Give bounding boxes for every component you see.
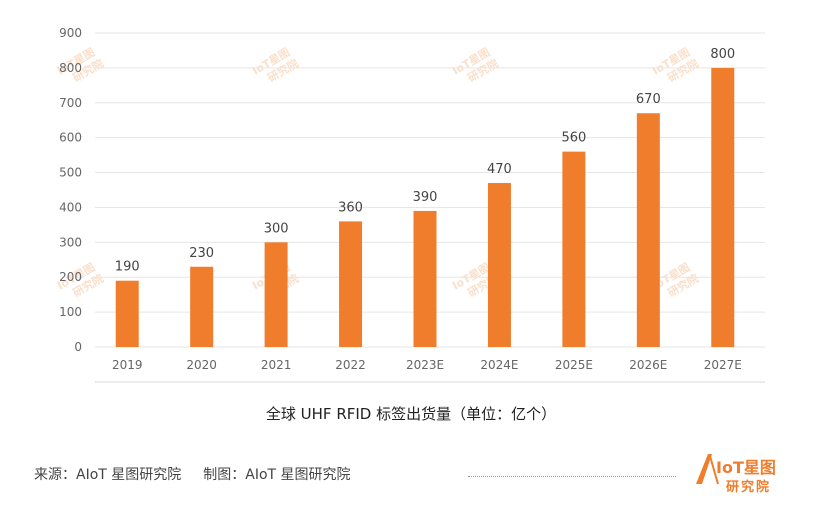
y-axis-ticks: 0 100 200 300 400 500 600 700 800 900: [59, 26, 82, 354]
y-tick-label: 400: [59, 200, 82, 214]
x-tick-label: 2021: [261, 358, 292, 372]
brand-logo: IoT星图 研究院: [692, 446, 804, 502]
x-tick-label: 2025E: [555, 358, 593, 372]
data-label: 300: [264, 221, 289, 236]
made-by-text: 制图：AIoT 星图研究院: [203, 467, 351, 483]
x-tick-label: 2027E: [704, 358, 742, 372]
bar: [636, 113, 660, 347]
bar: [190, 266, 214, 347]
x-axis-ticks: 2019 2020 2021 2022 2023E 2024E 2025E 2026E 2027…: [112, 358, 742, 372]
y-tick-label: 200: [59, 270, 82, 284]
y-tick-label: 600: [59, 131, 82, 145]
bar: [339, 221, 363, 347]
data-label: 470: [487, 162, 512, 177]
data-label: 190: [115, 260, 140, 275]
data-label: 800: [710, 47, 735, 62]
y-tick-label: 800: [59, 61, 82, 75]
x-tick-label: 2024E: [480, 358, 518, 372]
x-tick-label: 2022: [335, 358, 366, 372]
y-tick-label: 300: [59, 235, 82, 249]
footer: 来源：AIoT 星图研究院 制图：AIoT 星图研究院: [34, 464, 373, 484]
bar: [711, 67, 735, 347]
logo-subtext: 研究院: [726, 480, 772, 495]
data-label: 670: [636, 92, 661, 107]
bar: [115, 280, 139, 347]
bar: [487, 183, 511, 347]
data-label: 230: [189, 246, 214, 261]
bar: [562, 151, 586, 347]
x-tick-label: 2019: [112, 358, 143, 372]
bars: 190 230 300 360 390 470 560 670 800: [115, 47, 735, 347]
logo-text: IoT星图: [716, 458, 776, 477]
data-label: 390: [413, 190, 438, 205]
data-label: 360: [338, 200, 363, 215]
dotted-divider: [468, 476, 676, 477]
data-label: 560: [561, 131, 586, 146]
y-tick-label: 500: [59, 166, 82, 180]
x-tick-label: 2026E: [629, 358, 667, 372]
logo-mark-icon: [696, 454, 719, 485]
source-text: 来源：AIoT 星图研究院: [34, 467, 182, 483]
x-tick-label: 2020: [186, 358, 217, 372]
y-tick-label: 0: [74, 340, 82, 354]
bar: [264, 242, 288, 347]
bar: [413, 210, 437, 347]
y-tick-label: 700: [59, 96, 82, 110]
chart-title: 全球 UHF RFID 标签出货量（单位：亿个）: [265, 405, 557, 423]
y-tick-label: 100: [59, 305, 82, 319]
x-tick-label: 2023E: [406, 358, 444, 372]
y-tick-label: 900: [59, 26, 82, 40]
